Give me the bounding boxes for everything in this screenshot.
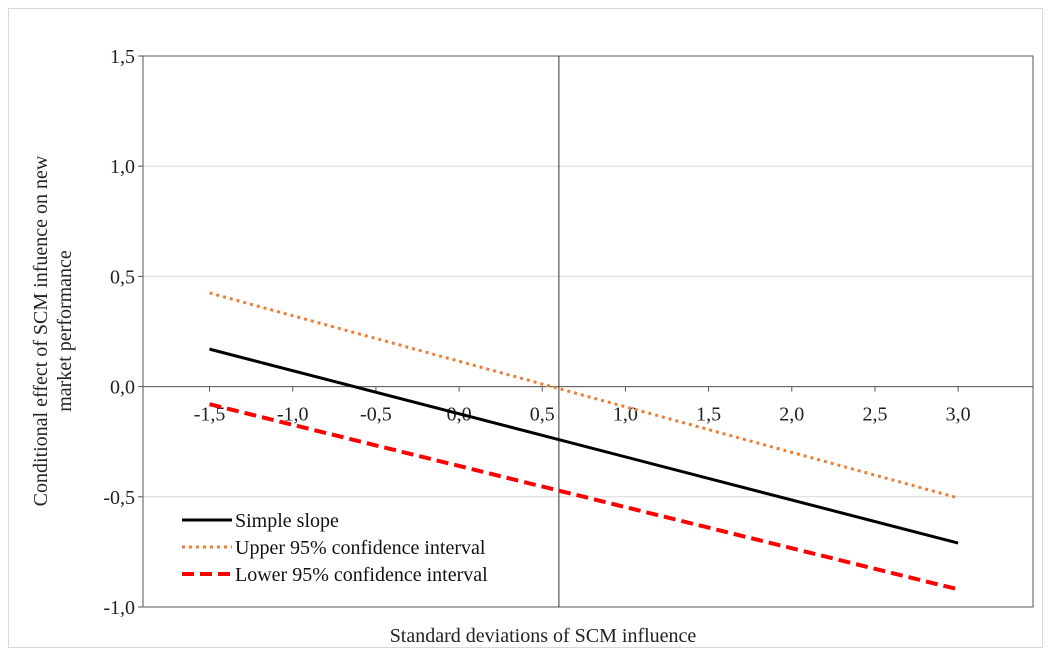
y-tick-label: -1,0 [103, 597, 135, 619]
x-tick-label: 3,0 [946, 404, 971, 426]
x-tick-label: -0,5 [360, 404, 392, 426]
y-tick-label: 0,5 [110, 266, 135, 288]
legend-label-simple-slope: Simple slope [235, 510, 339, 532]
y-tick-label: 0,0 [110, 377, 135, 399]
legend-label-upper-ci: Upper 95% confidence interval [235, 537, 486, 559]
legend-label-lower-ci: Lower 95% confidence interval [235, 564, 488, 586]
x-tick-label: 2,5 [862, 404, 887, 426]
x-tick-label: -1,5 [194, 404, 226, 426]
series-upper-ci [209, 291, 959, 500]
y-axis-title-line2: market performance [54, 250, 76, 412]
y-axis-title-line1: Conditional effect of SCM infuence on ne… [30, 155, 52, 506]
legend: Simple slope Upper 95% confidence interv… [182, 510, 488, 586]
x-tick-label: -1,0 [277, 404, 309, 426]
plot-area [142, 55, 1034, 608]
x-tick-label: 0,5 [530, 404, 555, 426]
series-lines [209, 291, 959, 592]
x-tick-label: 1,0 [613, 404, 638, 426]
y-tick-label: 1,0 [110, 156, 135, 178]
x-axis-ticks: -1,5 -1,0 -0,5 0,0 0,5 1,0 1,5 2,0 2,5 3,0 [194, 386, 971, 426]
y-axis-ticks: -1,0 -0,5 0,0 0,5 1,0 1,5 [103, 46, 143, 619]
series-lower-ci [209, 402, 959, 592]
x-tick-label: 2,0 [779, 404, 804, 426]
x-tick-label: 1,5 [696, 404, 721, 426]
x-axis-title: Standard deviations of SCM influence [390, 625, 697, 647]
series-simple-slope [209, 347, 959, 545]
y-tick-label: 1,5 [110, 46, 135, 68]
chart-frame [8, 8, 1043, 648]
y-tick-label: -0,5 [103, 487, 135, 509]
